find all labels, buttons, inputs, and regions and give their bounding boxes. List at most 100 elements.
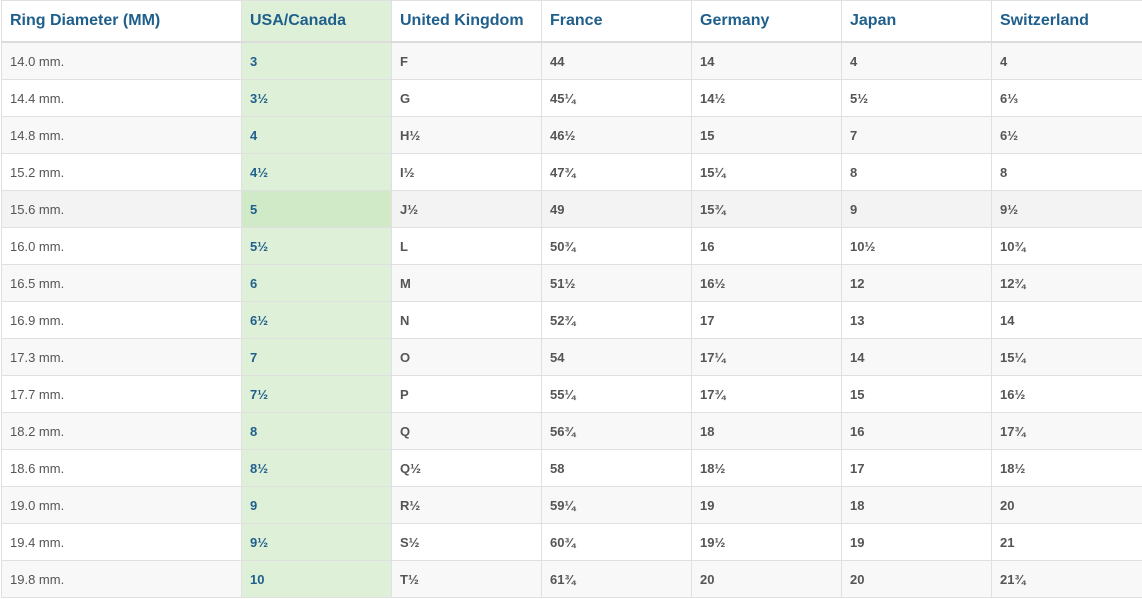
cell-united-kingdom: R½ [391, 486, 542, 524]
cell-japan: 8 [841, 153, 992, 191]
cell-usa-canada: 7½ [241, 375, 392, 413]
cell-germany: 18½ [691, 449, 842, 487]
cell-germany: 17¾ [691, 375, 842, 413]
header-ring-diameter: Ring Diameter (MM) [1, 0, 242, 43]
cell-usa-canada: 7 [241, 338, 392, 376]
cell-ring-diameter: 17.7 mm. [1, 375, 242, 413]
cell-germany: 16½ [691, 264, 842, 302]
cell-france: 54 [541, 338, 692, 376]
cell-united-kingdom: N [391, 301, 542, 339]
cell-switzerland: 4 [991, 41, 1142, 80]
cell-usa-canada: 4½ [241, 153, 392, 191]
header-japan: Japan [841, 0, 992, 43]
cell-switzerland: 12¾ [991, 264, 1142, 302]
cell-japan: 13 [841, 301, 992, 339]
cell-france: 52¾ [541, 301, 692, 339]
cell-united-kingdom: G [391, 79, 542, 117]
cell-ring-diameter: 16.5 mm. [1, 264, 242, 302]
cell-usa-canada: 3 [241, 41, 392, 80]
cell-france: 58 [541, 449, 692, 487]
table-row: 19.0 mm. 9 R½ 59¼ 19 18 20 [1, 486, 1142, 524]
table-row: 19.4 mm. 9½ S½ 60¾ 19½ 19 21 [1, 523, 1142, 561]
cell-usa-canada: 10 [241, 560, 392, 598]
cell-united-kingdom: Q½ [391, 449, 542, 487]
cell-switzerland: 20 [991, 486, 1142, 524]
cell-germany: 15¼ [691, 153, 842, 191]
table-row: 16.5 mm. 6 M 51½ 16½ 12 12¾ [1, 264, 1142, 302]
cell-japan: 12 [841, 264, 992, 302]
cell-usa-canada: 9½ [241, 523, 392, 561]
cell-japan: 18 [841, 486, 992, 524]
cell-usa-canada: 6½ [241, 301, 392, 339]
cell-switzerland: 15¼ [991, 338, 1142, 376]
cell-germany: 16 [691, 227, 842, 265]
cell-japan: 9 [841, 190, 992, 228]
table-row: 17.3 mm. 7 O 54 17¼ 14 15¼ [1, 338, 1142, 376]
cell-united-kingdom: I½ [391, 153, 542, 191]
cell-switzerland: 17¾ [991, 412, 1142, 450]
cell-france: 56¾ [541, 412, 692, 450]
table-row: 19.8 mm. 10 T½ 61¾ 20 20 21¾ [1, 560, 1142, 598]
table-row: 14.0 mm. 3 F 44 14 4 4 [1, 41, 1142, 80]
cell-united-kingdom: J½ [391, 190, 542, 228]
cell-france: 59¼ [541, 486, 692, 524]
cell-france: 55¼ [541, 375, 692, 413]
cell-japan: 17 [841, 449, 992, 487]
cell-switzerland: 21¾ [991, 560, 1142, 598]
cell-germany: 17 [691, 301, 842, 339]
cell-ring-diameter: 14.8 mm. [1, 116, 242, 154]
table-row: 15.6 mm. 5 J½ 49 15¾ 9 9½ [1, 190, 1142, 228]
cell-france: 46½ [541, 116, 692, 154]
cell-france: 51½ [541, 264, 692, 302]
cell-switzerland: 18½ [991, 449, 1142, 487]
table-row: 17.7 mm. 7½ P 55¼ 17¾ 15 16½ [1, 375, 1142, 413]
table-row: 18.2 mm. 8 Q 56¾ 18 16 17¾ [1, 412, 1142, 450]
cell-japan: 14 [841, 338, 992, 376]
cell-usa-canada: 6 [241, 264, 392, 302]
cell-ring-diameter: 14.0 mm. [1, 41, 242, 80]
cell-switzerland: 10¾ [991, 227, 1142, 265]
cell-germany: 20 [691, 560, 842, 598]
cell-united-kingdom: F [391, 41, 542, 80]
cell-united-kingdom: S½ [391, 523, 542, 561]
header-usa-canada: USA/Canada [241, 0, 392, 43]
cell-switzerland: 6½ [991, 116, 1142, 154]
cell-france: 44 [541, 41, 692, 80]
table-header-row: Ring Diameter (MM) USA/Canada United Kin… [1, 0, 1142, 43]
cell-ring-diameter: 19.4 mm. [1, 523, 242, 561]
cell-ring-diameter: 18.6 mm. [1, 449, 242, 487]
cell-japan: 16 [841, 412, 992, 450]
cell-germany: 14 [691, 41, 842, 80]
cell-switzerland: 8 [991, 153, 1142, 191]
cell-switzerland: 6⅓ [991, 79, 1142, 117]
cell-japan: 20 [841, 560, 992, 598]
cell-united-kingdom: H½ [391, 116, 542, 154]
cell-united-kingdom: L [391, 227, 542, 265]
cell-germany: 17¼ [691, 338, 842, 376]
table-row: 14.4 mm. 3½ G 45¼ 14½ 5½ 6⅓ [1, 79, 1142, 117]
cell-united-kingdom: T½ [391, 560, 542, 598]
header-switzerland: Switzerland [991, 0, 1142, 43]
header-united-kingdom: United Kingdom [391, 0, 542, 43]
cell-ring-diameter: 15.2 mm. [1, 153, 242, 191]
cell-ring-diameter: 15.6 mm. [1, 190, 242, 228]
cell-france: 47¾ [541, 153, 692, 191]
cell-japan: 15 [841, 375, 992, 413]
cell-france: 60¾ [541, 523, 692, 561]
cell-united-kingdom: P [391, 375, 542, 413]
cell-usa-canada: 3½ [241, 79, 392, 117]
cell-switzerland: 9½ [991, 190, 1142, 228]
table-row: 15.2 mm. 4½ I½ 47¾ 15¼ 8 8 [1, 153, 1142, 191]
table-row: 18.6 mm. 8½ Q½ 58 18½ 17 18½ [1, 449, 1142, 487]
cell-ring-diameter: 14.4 mm. [1, 79, 242, 117]
cell-germany: 19 [691, 486, 842, 524]
table-row: 16.0 mm. 5½ L 50¾ 16 10½ 10¾ [1, 227, 1142, 265]
cell-ring-diameter: 18.2 mm. [1, 412, 242, 450]
cell-ring-diameter: 19.0 mm. [1, 486, 242, 524]
cell-france: 49 [541, 190, 692, 228]
cell-usa-canada: 8½ [241, 449, 392, 487]
cell-usa-canada: 4 [241, 116, 392, 154]
cell-usa-canada: 5½ [241, 227, 392, 265]
cell-usa-canada: 5 [241, 190, 392, 228]
